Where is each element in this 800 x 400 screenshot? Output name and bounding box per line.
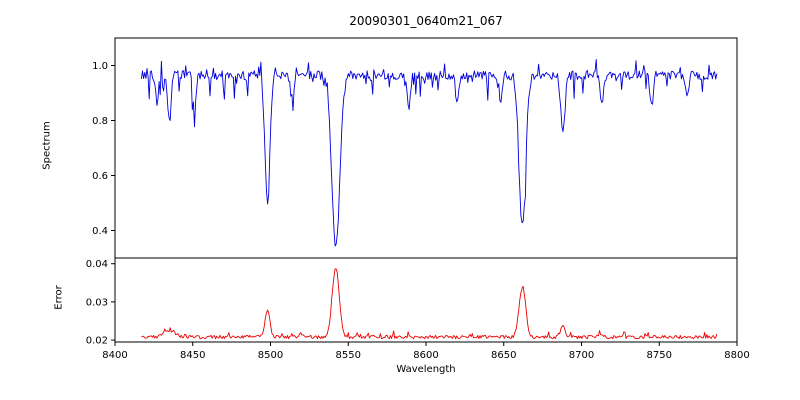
x-tick-label: 8700 — [569, 350, 594, 361]
chart-title: 20090301_0640m21_067 — [349, 14, 503, 28]
spectrum-line — [140, 59, 718, 247]
y-tick-label: 0.6 — [92, 171, 108, 182]
x-axis-label: Wavelength — [396, 364, 456, 375]
x-tick-label: 8550 — [336, 350, 361, 361]
x-tick-label: 8450 — [180, 350, 205, 361]
error-line — [141, 268, 718, 340]
x-tick-label: 8600 — [413, 350, 438, 361]
x-tick-label: 8400 — [102, 350, 127, 361]
x-tick-label: 8750 — [647, 350, 672, 361]
y-tick-label: 0.03 — [86, 297, 108, 308]
y-tick-label: 0.04 — [86, 259, 108, 270]
axes-box-spectrum — [114, 37, 738, 259]
axes-box-error — [114, 257, 738, 343]
y-tick-label: 1.0 — [92, 61, 108, 72]
y-tick-label: 0.8 — [92, 116, 108, 127]
x-tick-label: 8650 — [491, 350, 516, 361]
x-tick-label: 8500 — [258, 350, 283, 361]
y-tick-label: 0.02 — [86, 336, 108, 347]
y-tick-label: 0.4 — [92, 226, 108, 237]
x-tick-label: 8800 — [724, 350, 749, 361]
